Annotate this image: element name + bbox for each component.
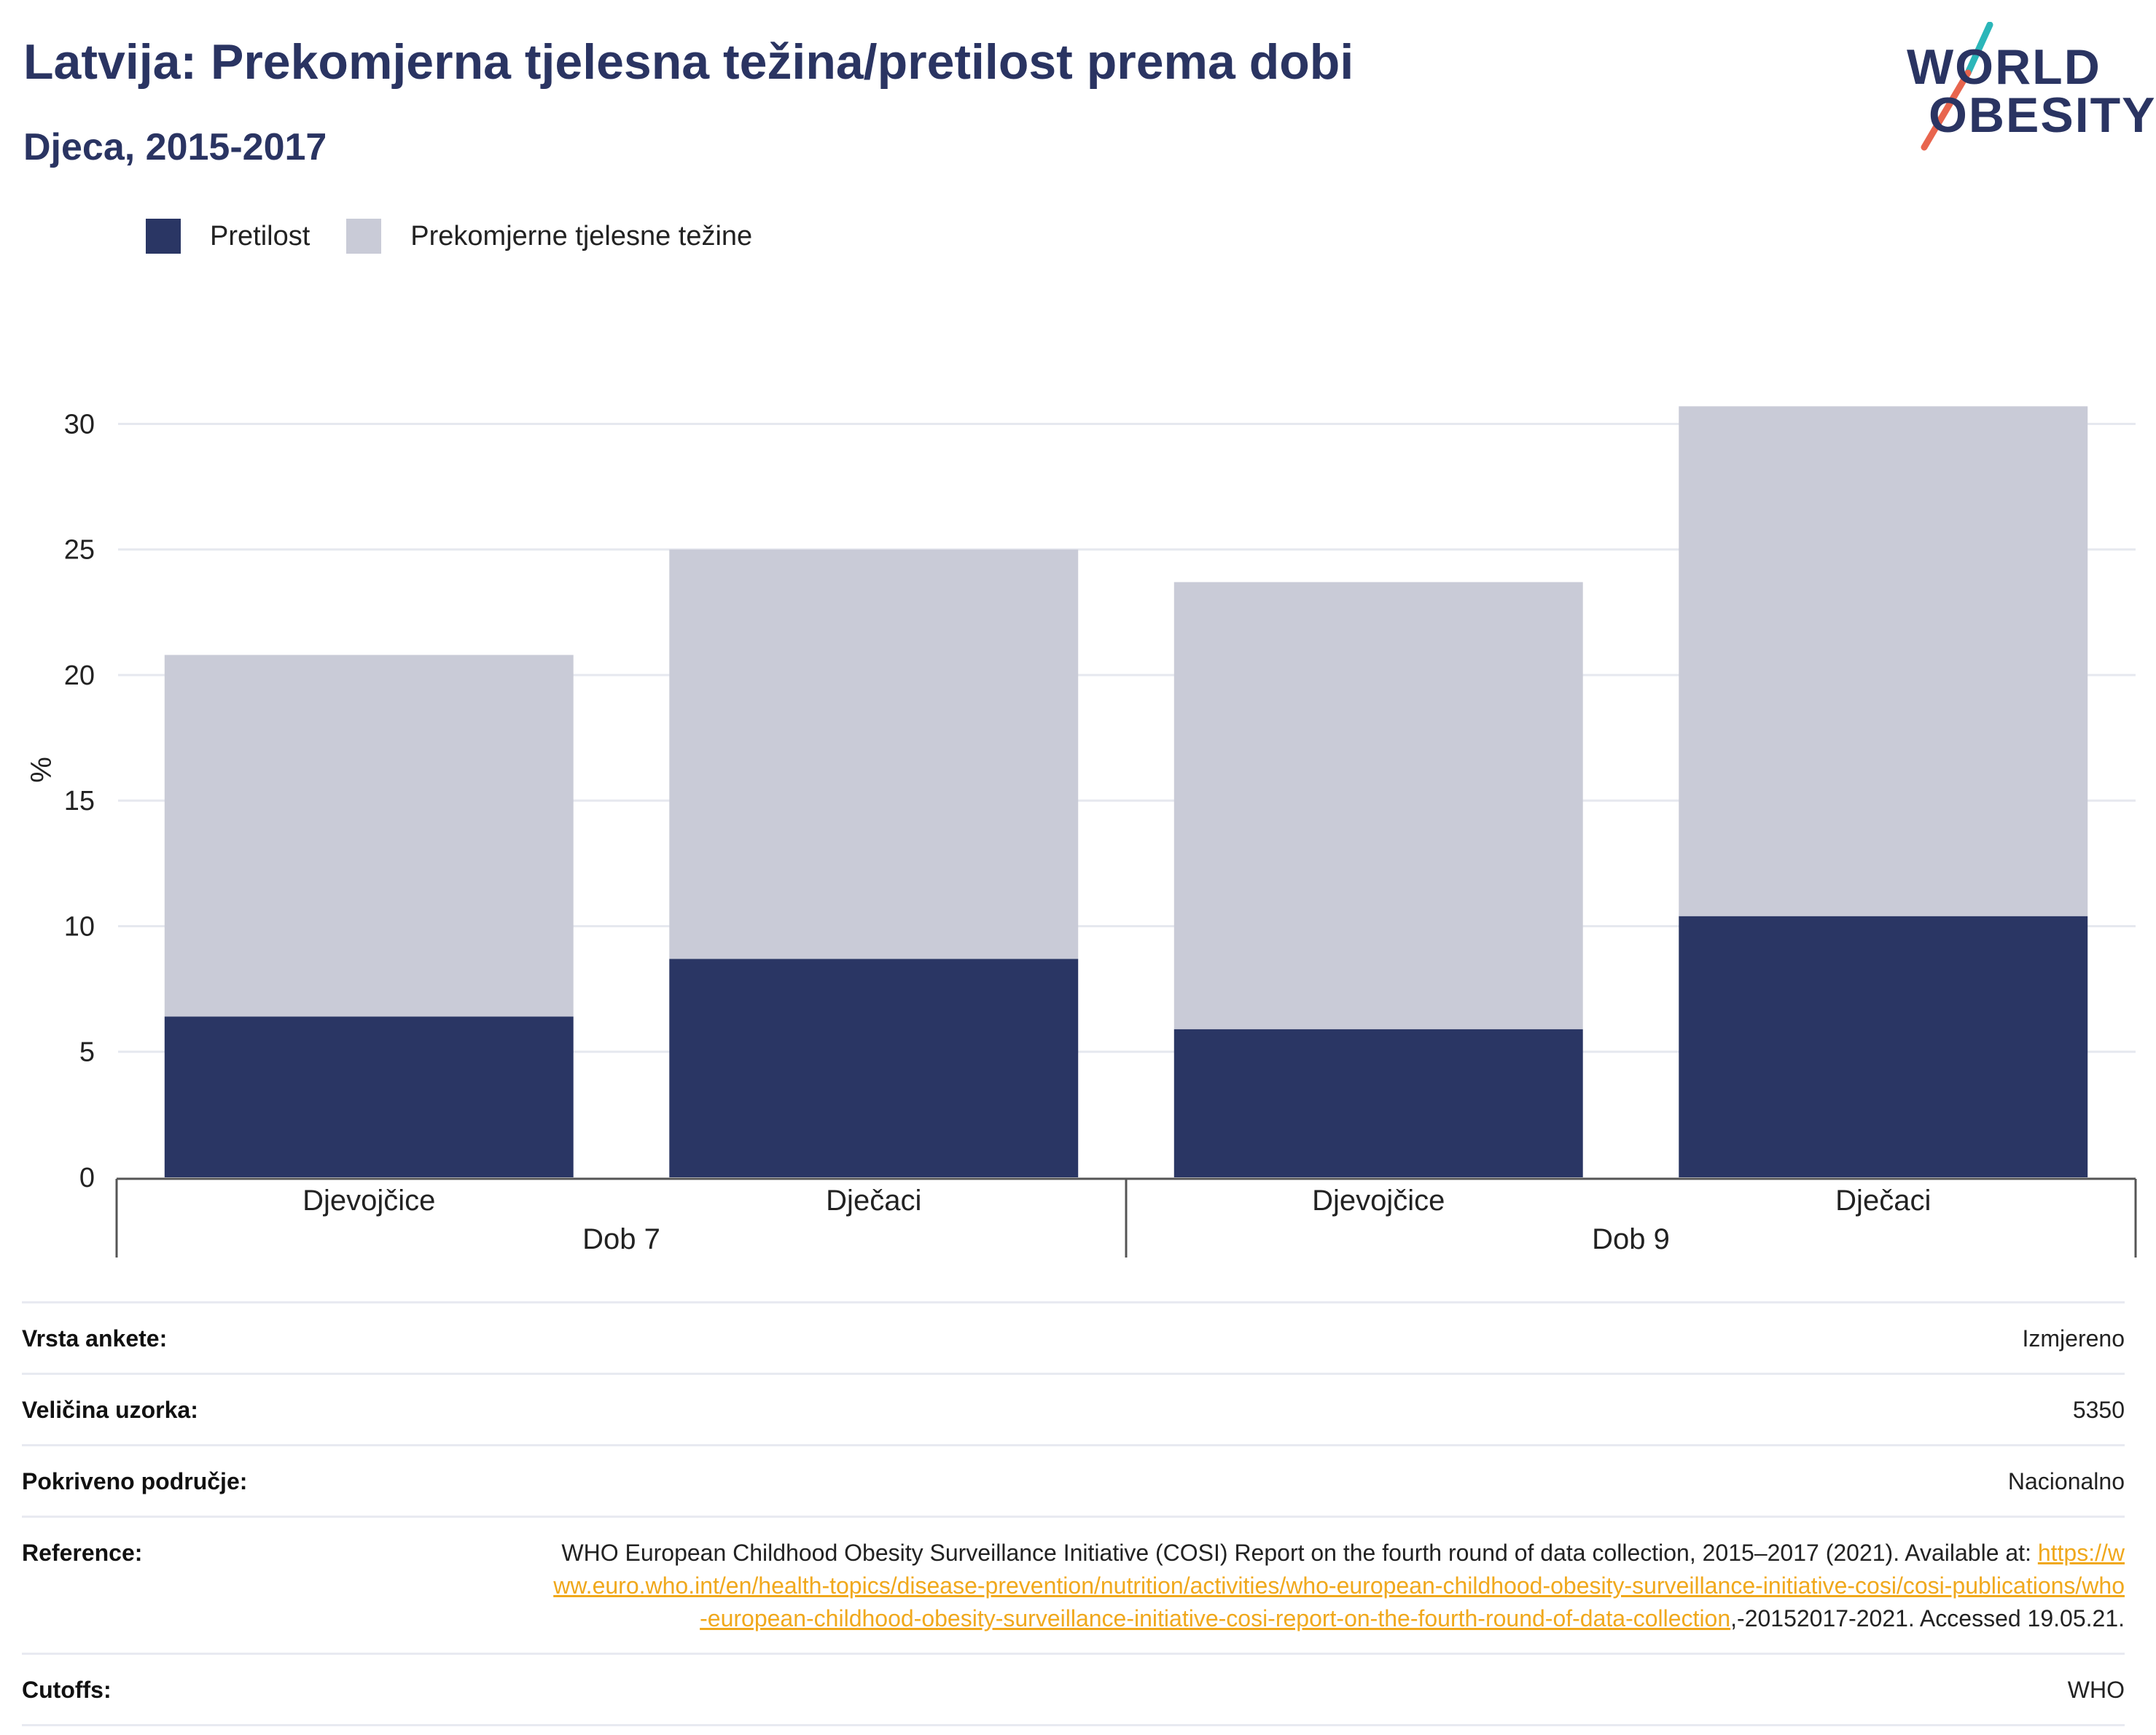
- reference-value: WHO European Childhood Obesity Surveilla…: [550, 1537, 2125, 1635]
- sample-size-value: 5350: [2072, 1397, 2125, 1423]
- bar-pretilost: [669, 959, 1079, 1177]
- x-tick-label: Djevojčice: [1312, 1185, 1445, 1217]
- legend-label-prekomjerne: Prekomjerne tjelesne težine: [410, 220, 753, 252]
- y-tick-label: 15: [64, 786, 95, 816]
- legend-label-pretilost: Pretilost: [210, 220, 310, 252]
- chart-legend: Pretilost Prekomjerne tjelesne težine: [146, 219, 789, 254]
- bar-pretilost: [1679, 916, 2088, 1177]
- y-tick-label: 20: [64, 660, 95, 691]
- bar-chart: 0 5 10 15 20 25 30% Djevojčice Dječaci Djevojčice…: [26, 406, 2137, 1258]
- bar-prekomjerne: [1173, 582, 1583, 1029]
- y-axis-label: %: [26, 757, 58, 783]
- x-tick-label: Djevojčice: [302, 1185, 435, 1217]
- logo-word-obesity: OBESITY: [1929, 87, 2156, 143]
- y-tick-label: 0: [79, 1163, 95, 1193]
- bar-prekomjerne: [1679, 406, 2088, 916]
- chart-title: Latvija: Prekomjerna tjelesna težina/pre…: [23, 34, 1354, 90]
- x-tick-label: Dječaci: [1835, 1185, 1931, 1217]
- legend-item-pretilost: Pretilost: [146, 219, 310, 254]
- world-obesity-logo: WORLD OBESITY: [1895, 22, 2155, 153]
- reference-accessed: ,-20152017-2021. Accessed 19.05.21.: [1730, 1605, 2125, 1631]
- cutoffs-row: Cutoffs: WHO: [22, 1653, 2125, 1726]
- y-tick-label: 5: [79, 1037, 95, 1068]
- y-tick-label: 10: [64, 911, 95, 942]
- group-label: Dob 7: [582, 1223, 660, 1255]
- logo-word-world: WORLD: [1907, 39, 2101, 95]
- cutoffs-label: Cutoffs:: [22, 1677, 112, 1703]
- x-tick-label: Dječaci: [826, 1185, 921, 1217]
- bar-prekomjerne: [669, 549, 1079, 959]
- y-tick-label: 25: [64, 535, 95, 566]
- survey-type-row: Vrsta ankete: Izmjereno: [22, 1301, 2125, 1373]
- reference-row: Reference: WHO European Childhood Obesit…: [22, 1516, 2125, 1653]
- sample-size-row: Veličina uzorka: 5350: [22, 1373, 2125, 1444]
- survey-type-value: Izmjereno: [2022, 1325, 2125, 1352]
- reference-label: Reference:: [22, 1540, 143, 1566]
- cutoffs-value: WHO: [2067, 1677, 2125, 1703]
- logo-slash-icon: [1921, 22, 1993, 151]
- survey-info-table: Vrsta ankete: Izmjereno Veličina uzorka:…: [22, 1301, 2125, 1726]
- sample-size-label: Veličina uzorka:: [22, 1397, 198, 1423]
- survey-type-label: Vrsta ankete:: [22, 1325, 168, 1352]
- group-label: Dob 9: [1592, 1223, 1670, 1255]
- reference-text: WHO European Childhood Obesity Surveilla…: [561, 1540, 2038, 1566]
- legend-item-prekomjerne: Prekomjerne tjelesne težine: [346, 219, 752, 254]
- coverage-label: Pokriveno područje:: [22, 1468, 248, 1494]
- bar-pretilost: [1173, 1029, 1583, 1177]
- y-tick-label: 30: [64, 409, 95, 440]
- coverage-row: Pokriveno područje: Nacionalno: [22, 1444, 2125, 1516]
- bar-prekomjerne: [164, 655, 574, 1017]
- reference-link[interactable]: https://www.euro.who.int/en/health-topic…: [553, 1540, 2125, 1631]
- legend-swatch-pretilost: [146, 219, 181, 254]
- legend-swatch-prekomjerne: [346, 219, 382, 254]
- coverage-value: Nacionalno: [2007, 1468, 2125, 1494]
- chart-subtitle: Djeca, 2015-2017: [23, 126, 327, 168]
- bar-pretilost: [164, 1016, 574, 1177]
